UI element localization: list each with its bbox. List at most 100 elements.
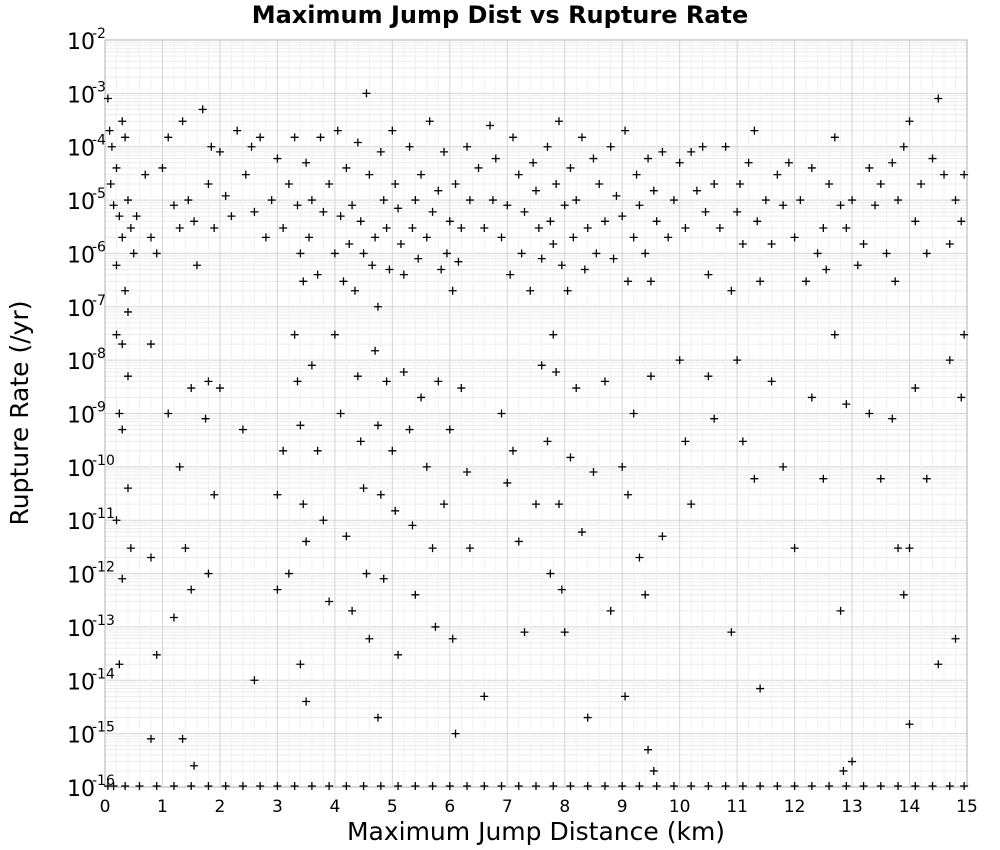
y-tick-label: 10 xyxy=(67,243,95,268)
data-point xyxy=(313,446,322,455)
data-point xyxy=(141,170,150,179)
data-point xyxy=(241,170,250,179)
data-point xyxy=(807,782,816,790)
data-point xyxy=(238,782,247,790)
data-point xyxy=(296,421,305,430)
x-tick-label: 9 xyxy=(617,797,628,817)
data-point xyxy=(233,126,242,135)
data-point xyxy=(842,223,851,232)
data-point xyxy=(474,163,483,172)
y-tick-exponent: -9 xyxy=(92,400,106,416)
data-point xyxy=(379,574,388,583)
y-axis-label: Rupture Rate (/yr) xyxy=(5,301,34,526)
data-point xyxy=(813,249,822,258)
y-tick-label: 10 xyxy=(67,670,95,695)
data-point xyxy=(509,446,518,455)
data-point xyxy=(767,377,776,386)
data-point xyxy=(589,468,598,477)
data-point xyxy=(129,249,138,258)
data-point xyxy=(945,356,954,365)
data-point xyxy=(428,782,437,790)
data-point xyxy=(934,660,943,669)
data-point xyxy=(606,606,615,615)
data-point xyxy=(580,265,589,274)
data-point xyxy=(822,265,831,274)
data-point xyxy=(198,105,207,114)
data-point xyxy=(727,628,736,637)
data-point xyxy=(169,782,178,790)
data-point xyxy=(146,340,155,349)
data-point xyxy=(388,446,397,455)
data-point xyxy=(164,133,173,142)
data-point xyxy=(618,462,627,471)
data-point xyxy=(463,782,472,790)
data-point xyxy=(152,249,161,258)
data-point xyxy=(790,782,799,790)
data-point xyxy=(408,521,417,530)
data-point xyxy=(773,170,782,179)
data-point xyxy=(534,223,543,232)
data-point xyxy=(463,468,472,477)
data-point xyxy=(865,409,874,418)
data-point xyxy=(463,142,472,151)
y-tick-exponent: -2 xyxy=(92,26,106,42)
data-point xyxy=(543,437,552,446)
data-point xyxy=(669,196,678,205)
data-point xyxy=(577,133,586,142)
data-point xyxy=(408,223,417,232)
data-point xyxy=(609,254,618,263)
data-point xyxy=(704,270,713,279)
data-point xyxy=(721,142,730,151)
data-point xyxy=(491,154,500,163)
data-point xyxy=(641,590,650,599)
data-point xyxy=(382,377,391,386)
y-tick-exponent: -7 xyxy=(92,293,106,309)
data-point xyxy=(687,782,696,790)
data-point xyxy=(411,782,420,790)
data-point xyxy=(316,133,325,142)
data-point xyxy=(554,500,563,509)
data-point xyxy=(359,249,368,258)
data-point xyxy=(103,94,112,103)
x-tick-label: 0 xyxy=(100,797,111,817)
data-point xyxy=(333,126,342,135)
y-tick-label: 10 xyxy=(67,137,95,162)
x-tick-label: 14 xyxy=(899,797,921,817)
y-tick-label: 10 xyxy=(67,404,95,429)
data-point xyxy=(290,133,299,142)
data-point xyxy=(256,782,265,790)
data-point xyxy=(612,191,621,200)
data-point xyxy=(876,782,885,790)
data-point xyxy=(756,277,765,286)
data-point xyxy=(899,142,908,151)
data-point xyxy=(649,186,658,195)
data-point xyxy=(221,782,230,790)
data-point xyxy=(115,660,124,669)
data-point xyxy=(132,212,141,221)
data-point xyxy=(911,782,920,790)
data-point xyxy=(825,180,834,189)
data-point xyxy=(118,233,127,242)
data-point xyxy=(891,277,900,286)
x-tick-label: 12 xyxy=(784,797,806,817)
data-point xyxy=(629,233,638,242)
data-point xyxy=(399,367,408,376)
data-point xyxy=(169,613,178,622)
data-point xyxy=(517,249,526,258)
data-point xyxy=(190,217,199,226)
data-point xyxy=(210,490,219,499)
data-point xyxy=(215,147,224,156)
data-point xyxy=(388,126,397,135)
data-point xyxy=(454,257,463,266)
data-point xyxy=(305,233,314,242)
data-point xyxy=(664,233,673,242)
data-point xyxy=(293,377,302,386)
data-point xyxy=(951,634,960,643)
data-point xyxy=(905,544,914,553)
data-point xyxy=(687,500,696,509)
data-point xyxy=(865,163,874,172)
data-point xyxy=(118,340,127,349)
data-point xyxy=(422,233,431,242)
data-point xyxy=(448,286,457,295)
